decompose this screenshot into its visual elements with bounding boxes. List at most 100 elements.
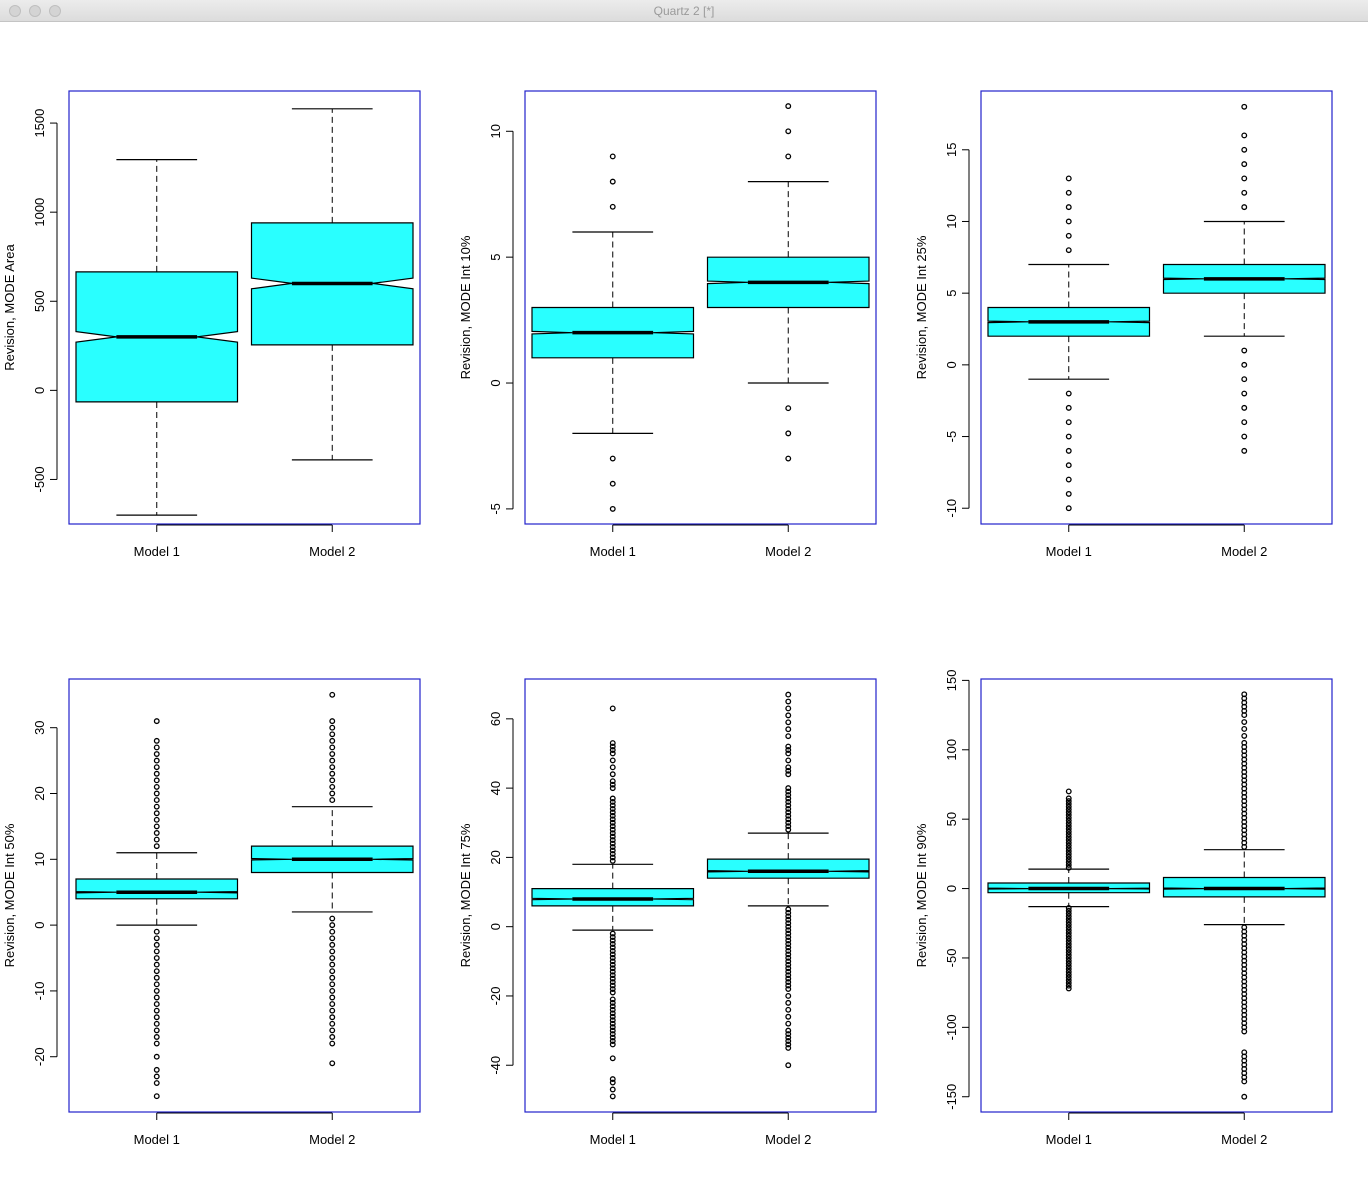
outlier-point xyxy=(609,505,616,512)
outlier-point xyxy=(785,788,792,795)
outlier-point xyxy=(785,979,792,986)
outlier-point xyxy=(153,935,160,942)
outlier-point xyxy=(329,948,336,955)
outlier-point xyxy=(1065,971,1072,978)
outlier-point xyxy=(1241,1093,1248,1100)
outlier-point xyxy=(785,823,792,830)
outlier-point xyxy=(609,802,616,809)
x-tick-label: Model 2 xyxy=(309,544,355,559)
y-tick-label: -500 xyxy=(32,466,47,492)
box-body xyxy=(75,878,239,900)
outlier-point xyxy=(609,203,616,210)
outlier-point xyxy=(329,1027,336,1034)
outlier-point xyxy=(785,961,792,968)
close-window-button[interactable] xyxy=(9,5,21,17)
outlier-point xyxy=(1241,175,1248,182)
outlier-point xyxy=(609,1031,616,1038)
outlier-point xyxy=(153,1066,160,1073)
outlier-point xyxy=(329,1060,336,1067)
outlier-point xyxy=(329,968,336,975)
outlier-point xyxy=(609,972,616,979)
minimize-window-button[interactable] xyxy=(29,5,41,17)
outlier-point xyxy=(153,783,160,790)
y-tick-label: 20 xyxy=(488,850,503,864)
outlier-point xyxy=(1065,848,1072,855)
outlier-point xyxy=(609,816,616,823)
outlier-point xyxy=(1065,856,1072,863)
outlier-point xyxy=(609,785,616,792)
box-1 xyxy=(75,159,239,516)
outlier-point xyxy=(785,691,792,698)
outlier-point xyxy=(785,937,792,944)
y-tick-label: 5 xyxy=(488,254,503,261)
outlier-point xyxy=(329,1020,336,1027)
outlier-point xyxy=(609,1055,616,1062)
y-tick-label: 50 xyxy=(944,812,959,826)
outlier-point xyxy=(153,1053,160,1060)
outlier-point xyxy=(1241,1078,1248,1085)
outlier-point xyxy=(153,948,160,955)
y-axis-label: Revision, MODE Int 50% xyxy=(2,823,17,967)
plot-frame xyxy=(980,90,1333,525)
outlier-point xyxy=(609,996,616,1003)
outlier-point xyxy=(1241,719,1248,725)
y-tick-label: -10 xyxy=(32,982,47,1001)
outlier-point xyxy=(153,823,160,830)
outlier-point xyxy=(1065,828,1072,835)
outlier-point xyxy=(609,934,616,941)
outlier-point xyxy=(785,698,792,705)
outlier-point xyxy=(785,975,792,982)
outlier-point xyxy=(329,941,336,948)
outlier-point xyxy=(1065,905,1072,911)
y-tick-label: 0 xyxy=(488,923,503,930)
outlier-point xyxy=(785,920,792,927)
outlier-point xyxy=(609,795,616,802)
outlier-point xyxy=(153,1034,160,1040)
boxplot-panel-2: -5 0 5 10 Revision, MODE Int 10% Model 1 Model… xyxy=(458,90,877,559)
outlier-point xyxy=(609,837,616,844)
outlier-point xyxy=(609,958,616,965)
outlier-point xyxy=(785,757,792,764)
outlier-point xyxy=(329,1040,336,1047)
y-tick-label: 40 xyxy=(488,781,503,795)
outlier-point xyxy=(1241,419,1248,426)
outlier-point xyxy=(609,705,616,712)
y-axis-label: Revision, MODE Int 90% xyxy=(914,823,929,967)
outlier-point xyxy=(785,719,792,726)
x-tick-label: Model 2 xyxy=(1221,1132,1267,1147)
outlier-point xyxy=(785,913,792,920)
outlier-point xyxy=(609,809,616,816)
outlier-point xyxy=(1065,798,1072,805)
outlier-point xyxy=(153,1020,160,1027)
outlier-point xyxy=(785,1041,792,1048)
zoom-window-button[interactable] xyxy=(49,5,61,17)
outlier-point xyxy=(1065,218,1072,225)
outlier-point xyxy=(785,747,792,753)
y-tick-label: 15 xyxy=(944,143,959,157)
outlier-point xyxy=(785,103,792,110)
outlier-point xyxy=(609,1017,616,1024)
outlier-point xyxy=(329,777,336,784)
y-tick-label: 100 xyxy=(944,739,959,761)
outlier-point xyxy=(609,850,616,857)
outlier-point xyxy=(609,1041,616,1048)
outlier-point xyxy=(609,757,616,764)
outlier-point xyxy=(609,480,616,487)
x-tick-label: Model 2 xyxy=(309,1132,355,1147)
boxplot-panel-6: -150 -100 -50 0 50 100 150 Revision, MODE Int 9… xyxy=(914,670,1333,1147)
outlier-point xyxy=(1065,837,1072,843)
y-tick-label: 10 xyxy=(944,214,959,228)
outlier-point xyxy=(153,803,160,810)
outlier-point xyxy=(1065,232,1072,239)
outlier-point xyxy=(153,941,160,948)
outlier-point xyxy=(153,757,160,764)
outlier-point xyxy=(153,955,160,961)
outlier-point xyxy=(1065,974,1072,981)
outlier-point xyxy=(785,405,792,412)
y-tick-label: 150 xyxy=(944,670,959,692)
outlier-point xyxy=(1065,935,1072,942)
outlier-point xyxy=(1241,726,1248,732)
outlier-point xyxy=(609,1010,616,1017)
outlier-point xyxy=(785,785,792,792)
outlier-point xyxy=(329,1007,336,1014)
